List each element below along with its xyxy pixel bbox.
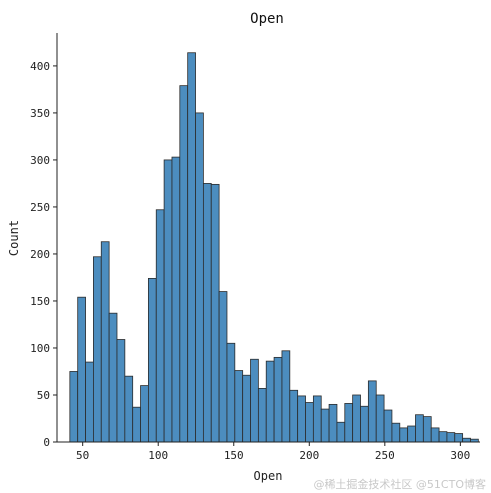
histogram-bar (375, 394, 385, 443)
histogram-bar (422, 416, 432, 443)
histogram-bar (100, 241, 110, 443)
y-tick-label: 400 (30, 60, 50, 73)
histogram-bar (273, 356, 283, 443)
histogram-bar (124, 375, 134, 443)
x-tick-label: 250 (375, 449, 395, 462)
histogram-bar (430, 427, 440, 443)
histogram-bar (407, 425, 416, 443)
histogram-bar (438, 431, 448, 443)
histogram-bar (281, 350, 291, 443)
histogram-bar (116, 339, 126, 443)
histogram-bar (320, 408, 330, 443)
histogram-bar (155, 209, 165, 443)
histogram-bar (454, 433, 464, 443)
histogram-bar (312, 395, 322, 443)
histogram-bar (140, 385, 149, 443)
watermark: @稀土掘金技术社区 @51CTO博客 (313, 477, 486, 491)
x-tick-label: 100 (148, 449, 168, 462)
histogram-bar (218, 291, 228, 443)
histogram-bar (344, 403, 354, 443)
x-ticks: 50 100 150 200 250 300 (76, 442, 470, 462)
histogram-bar (399, 427, 409, 443)
histogram-bar (446, 432, 456, 443)
histogram-bar (257, 388, 267, 443)
histogram-bar (415, 414, 424, 443)
bars-group (69, 52, 479, 443)
histogram-bar (195, 112, 204, 443)
histogram-bar (202, 183, 212, 443)
histogram-bar (187, 52, 196, 443)
histogram-bar (297, 395, 306, 443)
y-tick-label: 50 (37, 389, 50, 402)
histogram-bar (179, 85, 189, 443)
y-tick-label: 250 (30, 201, 50, 214)
x-axis-title: Open (254, 469, 283, 483)
histogram-bar (328, 403, 338, 443)
histogram-bar (367, 380, 377, 443)
chart-title: Open (250, 11, 284, 27)
histogram-bar (336, 421, 346, 443)
histogram-bar (383, 409, 393, 443)
histogram-bar (462, 437, 471, 443)
histogram-bar (132, 406, 141, 443)
histogram-bar (85, 361, 94, 443)
y-tick-label: 350 (30, 107, 50, 120)
y-tick-label: 300 (30, 154, 50, 167)
histogram-bar (242, 374, 251, 443)
x-tick-label: 200 (299, 449, 319, 462)
x-tick-label: 50 (76, 449, 89, 462)
histogram-bar (163, 159, 173, 443)
y-tick-label: 150 (30, 295, 50, 308)
histogram-bar (391, 422, 401, 443)
histogram-bar (69, 371, 79, 443)
histogram-bar (234, 370, 244, 443)
histogram-bar (147, 277, 157, 443)
histogram-bar (93, 256, 102, 443)
histogram-bar (108, 312, 118, 443)
histogram-bar (360, 405, 369, 443)
histogram-bar (250, 358, 259, 443)
histogram-bar (171, 156, 181, 443)
y-ticks: 0 50 100 150 200 250 300 350 400 (30, 60, 57, 449)
y-axis-title: Count (7, 220, 21, 256)
histogram-bar (265, 360, 275, 443)
histogram-bar (305, 402, 314, 443)
histogram-bar (352, 394, 361, 443)
histogram-bar (77, 296, 86, 443)
histogram-bar (226, 342, 236, 443)
x-tick-label: 300 (450, 449, 470, 462)
histogram-bar (210, 183, 220, 443)
histogram-bar (289, 389, 299, 443)
y-tick-label: 100 (30, 342, 50, 355)
y-tick-label: 0 (43, 436, 50, 449)
x-tick-label: 150 (224, 449, 244, 462)
y-tick-label: 200 (30, 248, 50, 261)
